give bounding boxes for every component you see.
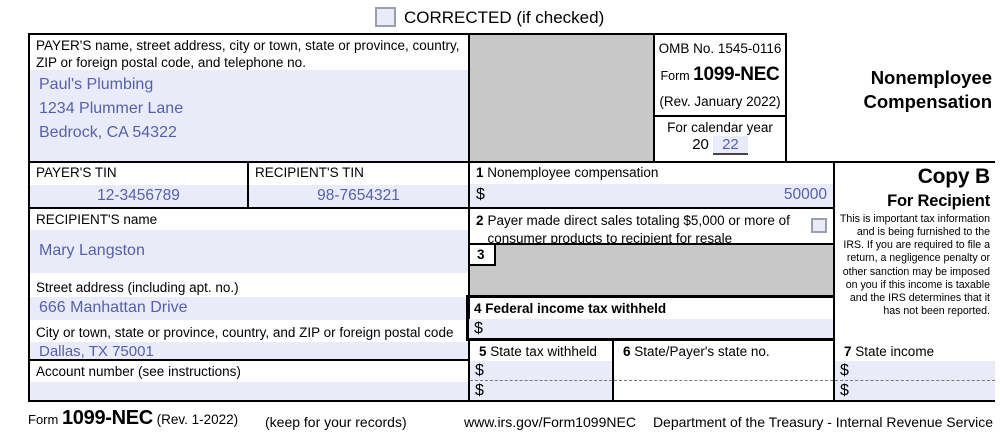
account-number-label: Account number (see instructions) xyxy=(36,364,241,379)
form-title: Nonemployee Compensation xyxy=(863,67,992,113)
payer-info-label: PAYER'S name, street address, city or to… xyxy=(36,38,460,70)
corrected-checkbox[interactable] xyxy=(375,7,396,27)
recipient-info-block: RECIPIENT'S name Mary Langston Street ad… xyxy=(28,209,470,361)
account-number-field[interactable] xyxy=(30,382,468,400)
recipient-name-field[interactable]: Mary Langston xyxy=(30,230,468,273)
calendar-year-label: For calendar year xyxy=(655,115,785,135)
revision-line: (Rev. January 2022) xyxy=(659,94,781,109)
payer-tin-label: PAYER'S TIN xyxy=(36,165,117,180)
box5-amount-field-1[interactable]: $ xyxy=(470,361,612,381)
payer-street: 1234 Plummer Lane xyxy=(39,100,184,117)
footer-keep-note: (keep for your records) xyxy=(265,414,407,430)
copy-b-subtitle: For Recipient xyxy=(887,192,990,210)
copy-b-title: Copy B xyxy=(917,165,991,188)
footer-irs-url[interactable]: www.irs.gov/Form1099NEC xyxy=(464,414,636,430)
box6-state-payer-no: 6 State/Payer's state no. xyxy=(612,339,835,402)
box4-label: 4 Federal income tax withheld xyxy=(474,301,667,316)
omb-number: OMB No. 1545-0116 xyxy=(658,41,782,56)
box6-field-1[interactable] xyxy=(614,361,833,381)
box3-label: 3 xyxy=(470,245,496,266)
box2-label: 2 Payer made direct sales totaling $5,00… xyxy=(476,213,790,247)
corrected-label: CORRECTED (if checked) xyxy=(404,8,605,27)
box2-checkbox[interactable] xyxy=(811,218,827,233)
recipient-city-label: City or town, state or province, country… xyxy=(36,325,454,340)
recipient-city-field[interactable]: Dallas, TX 75001 xyxy=(30,342,468,361)
box7-state-income: 7 State income $ $ xyxy=(833,339,995,402)
box6-label: 6 State/Payer's state no. xyxy=(623,344,770,359)
box1-label: 1 Nonemployee compensation xyxy=(476,165,659,180)
form-number: 1099-NEC xyxy=(693,64,780,85)
dollar-sign: $ xyxy=(474,319,483,337)
footer-form-id: Form 1099-NEC (Rev. 1-2022) xyxy=(28,407,239,429)
box6-field-2[interactable] xyxy=(614,381,833,400)
payer-name: Paul's Plumbing xyxy=(39,76,154,93)
recipient-street-field[interactable]: 666 Manhattan Drive xyxy=(30,297,468,320)
copy-b-panel: Copy B For Recipient This is important t… xyxy=(833,161,995,341)
shaded-area xyxy=(468,33,655,163)
recipient-name-label: RECIPIENT'S name xyxy=(36,212,158,227)
recipient-tin-label: RECIPIENT'S TIN xyxy=(255,165,364,180)
calendar-year-field[interactable]: 22 xyxy=(713,136,748,155)
dollar-sign: $ xyxy=(475,361,484,379)
dollar-sign: $ xyxy=(476,186,485,204)
box3-shaded: 3 xyxy=(468,243,835,297)
account-number-row: Account number (see instructions) xyxy=(28,359,470,402)
box7-label: 7 State income xyxy=(844,344,935,359)
box1-amount-field[interactable]: $ 50000 xyxy=(470,183,833,207)
footer-revision: (Rev. 1-2022) xyxy=(156,412,239,427)
box2-direct-sales: 2 Payer made direct sales totaling $5,00… xyxy=(468,207,835,247)
box4-amount-field[interactable]: $ xyxy=(469,319,834,338)
payer-city: Bedrock, CA 54322 xyxy=(39,124,177,141)
payer-info-box: PAYER'S name, street address, city or to… xyxy=(28,33,470,163)
payer-tin-cell: PAYER'S TIN 12-3456789 xyxy=(28,161,249,209)
box5-label: 5 State tax withheld xyxy=(479,344,597,359)
footer-form-number: 1099-NEC xyxy=(61,407,153,429)
box7-amount-field-2[interactable]: $ xyxy=(835,381,995,400)
box1-amount: 50000 xyxy=(783,186,827,204)
dollar-sign: $ xyxy=(840,361,849,379)
footer-department: Department of the Treasury - Internal Re… xyxy=(652,414,993,430)
recipient-street-label: Street address (including apt. no.) xyxy=(36,280,239,295)
omb-box: OMB No. 1545-0116 Form 1099-NEC (Rev. Ja… xyxy=(653,33,787,163)
box5-amount-field-2[interactable]: $ xyxy=(470,381,612,400)
box5-state-tax-withheld: 5 State tax withheld $ $ xyxy=(468,339,614,402)
box1-nonemployee-compensation: 1 Nonemployee compensation $ 50000 xyxy=(468,161,835,209)
box4-federal-tax-withheld: 4 Federal income tax withheld $ xyxy=(466,295,837,341)
dollar-sign: $ xyxy=(475,381,484,399)
form-number-line: Form 1099-NEC xyxy=(660,64,780,85)
recipient-tin-field[interactable]: 98-7654321 xyxy=(249,185,468,207)
payer-info-field[interactable]: Paul's Plumbing 1234 Plummer Lane Bedroc… xyxy=(30,70,468,161)
box7-amount-field-1[interactable]: $ xyxy=(835,361,995,381)
recipient-tin-cell: RECIPIENT'S TIN 98-7654321 xyxy=(247,161,470,209)
dollar-sign: $ xyxy=(840,381,849,399)
calendar-year-line: 20 22 xyxy=(655,136,785,155)
payer-tin-field[interactable]: 12-3456789 xyxy=(30,185,247,207)
copy-b-statement: This is important tax information and is… xyxy=(839,213,990,317)
